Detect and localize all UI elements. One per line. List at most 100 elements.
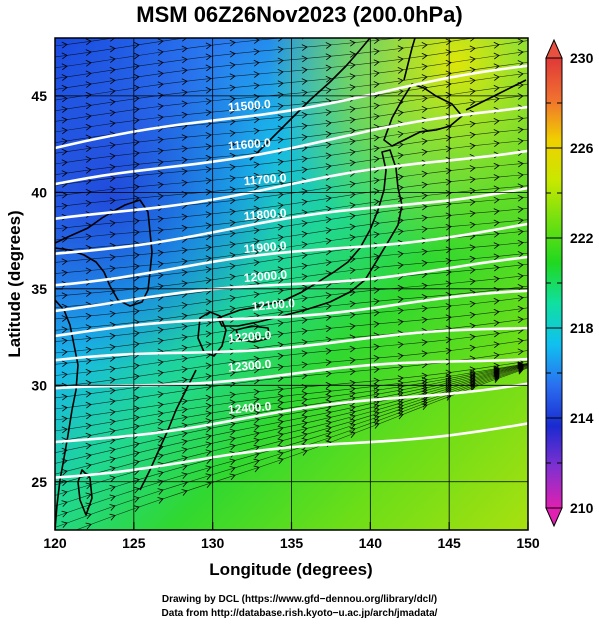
streamline-arrow xyxy=(181,489,188,496)
streamline-arrow xyxy=(421,42,428,49)
streamline-arrow xyxy=(61,191,68,199)
streamline-arrow xyxy=(301,390,308,398)
streamline-arrow xyxy=(349,127,356,135)
streamline-arrow xyxy=(517,337,524,345)
streamline-arrow xyxy=(205,132,212,139)
streamline-arrow xyxy=(205,394,212,402)
colorbar-tick-label: 230 xyxy=(570,50,594,66)
streamline-arrow xyxy=(157,181,164,189)
streamline-arrow xyxy=(517,194,524,202)
x-tick-label: 120 xyxy=(43,535,67,551)
streamline-arrow xyxy=(157,418,164,426)
streamline-arrow xyxy=(109,120,116,128)
streamline-arrow xyxy=(301,350,308,357)
streamline-arrow xyxy=(205,298,212,306)
streamline-arrow xyxy=(445,246,452,254)
streamline-arrow xyxy=(349,323,356,330)
streamline-arrow xyxy=(374,27,379,33)
streamline-arrow xyxy=(229,197,236,205)
streamline-arrow xyxy=(134,38,135,39)
streamline-arrow xyxy=(397,173,404,181)
streamline-arrow xyxy=(349,311,356,319)
streamline-arrow xyxy=(205,362,212,370)
streamline-arrow xyxy=(133,195,140,202)
streamline-arrow xyxy=(133,486,140,494)
streamline-arrow xyxy=(109,504,116,511)
streamline-arrow xyxy=(422,38,423,39)
streamline-arrow xyxy=(397,262,404,269)
y-tick-label: 30 xyxy=(31,377,47,393)
streamline-arrow xyxy=(229,107,236,115)
x-tick-label: 145 xyxy=(437,535,461,551)
streamline-arrow xyxy=(517,206,524,213)
streamline-arrow xyxy=(205,211,212,218)
streamline-arrow xyxy=(421,203,428,211)
contour-label: 12000.0 xyxy=(243,267,288,285)
streamline-arrow xyxy=(349,300,356,308)
streamline-arrow xyxy=(157,470,164,478)
streamline-arrow xyxy=(493,376,500,383)
streamline-arrow xyxy=(278,38,284,42)
streamline-arrow xyxy=(133,183,140,191)
streamline xyxy=(55,38,187,58)
streamline-arrow xyxy=(445,178,452,186)
streamline-arrow xyxy=(469,56,476,63)
streamline-arrow xyxy=(157,227,164,234)
streamline-arrow xyxy=(277,341,284,349)
streamline-arrow xyxy=(325,370,332,378)
streamline-arrow xyxy=(133,308,140,315)
streamline-arrow xyxy=(422,21,427,27)
streamline-arrow xyxy=(469,199,476,206)
x-tick-label: 135 xyxy=(280,535,304,551)
streamline-arrow xyxy=(493,208,500,215)
streamline-arrow xyxy=(470,38,476,42)
streamline xyxy=(55,38,284,69)
streamline-arrow xyxy=(517,367,524,374)
streamline-arrow xyxy=(253,458,260,466)
streamline-arrow xyxy=(325,237,332,245)
streamline-arrow xyxy=(133,405,140,413)
streamline-arrow xyxy=(421,387,428,395)
streamline-arrow xyxy=(85,324,92,331)
streamline-arrow xyxy=(301,89,308,97)
streamline-arrow xyxy=(277,277,284,284)
streamline-arrow xyxy=(469,278,476,286)
streamline-arrow xyxy=(493,275,500,283)
streamline-arrow xyxy=(157,444,164,452)
streamline-arrow xyxy=(517,228,524,236)
streamline-arrow xyxy=(229,241,236,249)
streamline-arrow xyxy=(421,403,428,410)
streamline-arrow xyxy=(445,81,452,88)
streamline-arrow xyxy=(205,441,212,449)
streamline-arrow xyxy=(445,145,452,153)
streamline-arrow xyxy=(373,48,380,56)
streamline-arrow xyxy=(133,217,140,225)
y-axis-ticks: 25 30 35 40 45 xyxy=(31,88,63,490)
streamline-arrow xyxy=(517,71,524,78)
streamline-arrow xyxy=(325,359,332,366)
streamline-arrow xyxy=(397,109,404,117)
streamline-arrow xyxy=(469,300,476,308)
streamline-arrow xyxy=(469,99,476,106)
streamline-arrow xyxy=(494,0,499,6)
streamline-arrow xyxy=(253,291,260,299)
streamline-arrow xyxy=(61,489,68,497)
streamline-arrow xyxy=(157,369,164,377)
streamline-arrow xyxy=(61,52,68,60)
streamline-arrow xyxy=(61,63,68,71)
streamline-arrow xyxy=(517,251,524,258)
streamline-arrow xyxy=(373,287,380,294)
streamline-arrow xyxy=(373,198,380,206)
streamline-arrow xyxy=(494,10,499,16)
streamline-arrow xyxy=(301,432,308,439)
streamline-arrow xyxy=(301,66,308,74)
streamline-arrow xyxy=(61,510,68,518)
streamline-arrow xyxy=(205,418,212,425)
streamline-arrow xyxy=(373,134,380,142)
contour-label: 11800.0 xyxy=(243,206,287,224)
streamline-arrow xyxy=(133,441,140,448)
streamline-arrow xyxy=(182,25,187,31)
streamline-arrow xyxy=(374,15,379,21)
streamline-arrow xyxy=(277,234,284,242)
streamline-arrow xyxy=(397,307,404,315)
